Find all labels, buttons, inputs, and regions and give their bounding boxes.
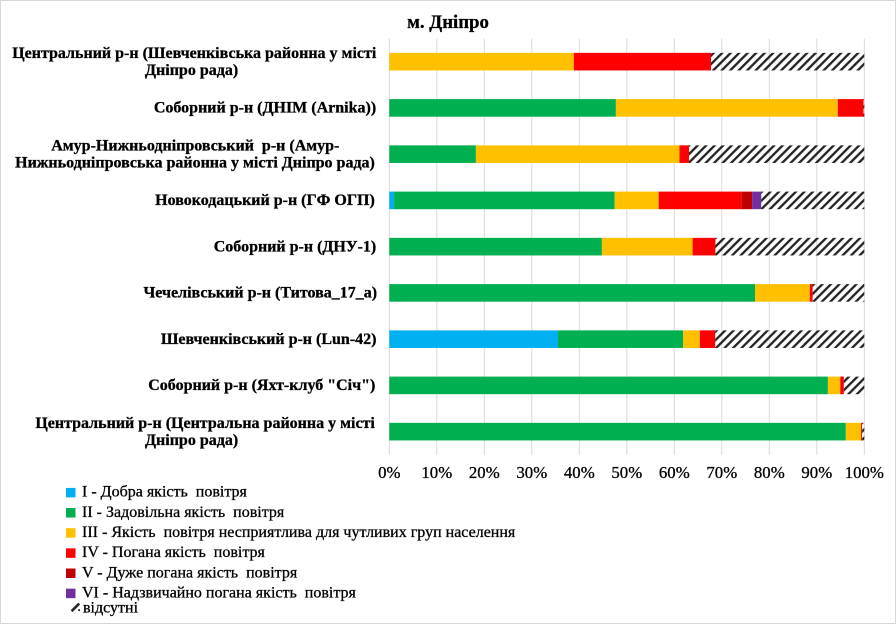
svg-text:10%: 10%	[421, 463, 452, 482]
svg-text:Шевченківський р-н (Lun-42): Шевченківський р-н (Lun-42)	[161, 331, 377, 348]
svg-text:II - Задовільна якість повітр: II - Задовільна якість повітря	[82, 504, 285, 521]
svg-text:Новокодацький р-н (ГФ ОГП): Новокодацький р-н (ГФ ОГП)	[155, 192, 375, 209]
svg-text:Центральний р-н (Шевченківська: Центральний р-н (Шевченківська районна у…	[12, 45, 377, 62]
svg-text:60%: 60%	[659, 463, 690, 482]
svg-text:відсутні: відсутні	[83, 600, 139, 617]
svg-text:0%: 0%	[378, 463, 400, 482]
svg-text:V - Дуже погана якість повітр: V - Дуже погана якість повітря	[82, 564, 298, 581]
svg-text:VI - Надзвичайно погана якість: VI - Надзвичайно погана якість повітря	[82, 584, 357, 601]
svg-text:Дніпро рада): Дніпро рада)	[145, 432, 238, 449]
svg-text:70%: 70%	[706, 463, 737, 482]
svg-text:Соборний р-н (ДНУ-1): Соборний р-н (ДНУ-1)	[214, 238, 377, 255]
svg-text:Амур-Нижньодніпровський р-н (: Амур-Нижньодніпровський р-н (Амур-	[51, 137, 339, 154]
svg-text:90%: 90%	[801, 463, 832, 482]
svg-text:50%: 50%	[611, 463, 642, 482]
svg-text:100%: 100%	[845, 463, 884, 482]
svg-text:Соборний р-н (ДНІМ (Arnika)): Соборний р-н (ДНІМ (Arnika))	[154, 100, 376, 117]
svg-text:м. Дніпро: м. Дніпро	[407, 12, 489, 33]
svg-text:30%: 30%	[516, 463, 547, 482]
svg-text:Чечелівський р-н (Титова_17_а): Чечелівський р-н (Титова_17_а)	[144, 285, 378, 302]
svg-text:80%: 80%	[754, 463, 785, 482]
svg-text:20%: 20%	[469, 463, 500, 482]
svg-text:Соборний р-н (Яхт-клуб "Січ"): Соборний р-н (Яхт-клуб "Січ")	[148, 377, 375, 394]
svg-text:I - Добра якість повітря: I - Добра якість повітря	[82, 484, 248, 501]
svg-text:40%: 40%	[564, 463, 595, 482]
svg-text:Нижньодніпровська районна у мі: Нижньодніпровська районна у місті Дніпро…	[15, 154, 375, 171]
svg-text:Центральний р-н (Центральна ра: Центральний р-н (Центральна районна у мі…	[35, 415, 375, 432]
svg-text:Дніпро рада): Дніпро рада)	[145, 62, 238, 79]
svg-text:III - Якість повітря несприят: III - Якість повітря несприятлива для чу…	[82, 524, 516, 541]
svg-text:IV - Погана якість повітря: IV - Погана якість повітря	[82, 544, 266, 561]
